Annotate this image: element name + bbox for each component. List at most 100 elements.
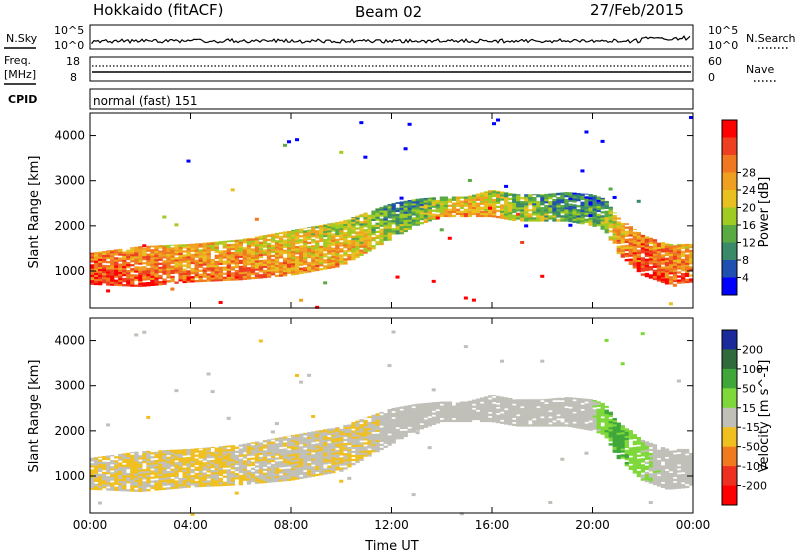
echo-cell: [620, 229, 625, 232]
echo-cell: [395, 230, 400, 233]
echo-cell: [94, 278, 99, 282]
colorbar-segment: [722, 172, 737, 191]
echo-cell: [299, 253, 304, 256]
echo-cell: [198, 255, 203, 258]
echo-cell: [475, 208, 481, 212]
echo-cell: [656, 279, 662, 282]
echo-cell: [250, 475, 256, 479]
echo-cell: [620, 436, 625, 439]
echo-cell: [162, 473, 167, 476]
echo-cell: [560, 406, 565, 409]
echo-cell: [202, 478, 207, 481]
echo-cell: [552, 217, 557, 220]
echo-cell: [282, 265, 288, 269]
echo-cell: [186, 471, 191, 474]
echo-cell: [339, 260, 344, 263]
echo-cell: [596, 404, 601, 407]
echo-cell: [564, 416, 569, 419]
echo-cell: [680, 480, 686, 483]
echo-cell: [278, 437, 284, 440]
echo-cell: [524, 424, 529, 427]
echo-cell: [403, 410, 408, 413]
echo-cell: [246, 443, 252, 446]
echo-cell: [303, 252, 308, 255]
echo-cell: [166, 249, 171, 253]
echo-cell: [343, 258, 348, 261]
echo-cell: [351, 217, 356, 218]
echo-cell: [246, 240, 252, 244]
echo-cell: [580, 406, 585, 410]
echo-cell: [564, 399, 569, 403]
echo-cell: [162, 248, 167, 251]
echo-cell: [596, 416, 601, 420]
echo-cell: [214, 459, 219, 463]
echo-cell: [600, 201, 605, 204]
echo-cell: [323, 462, 328, 465]
echo-cell: [644, 240, 650, 243]
echo-cell: [616, 450, 621, 454]
echo-cell: [688, 249, 694, 253]
echo-cell: [246, 263, 252, 266]
echo-cell: [367, 216, 372, 220]
echo-cell: [102, 279, 107, 282]
echo-cell: [118, 466, 123, 469]
echo-cell: [672, 273, 678, 277]
echo-cell: [676, 249, 682, 252]
echo-cell: [351, 217, 356, 220]
echo-cell: [331, 468, 336, 472]
echo-cell: [660, 467, 666, 470]
echo-cell: [668, 468, 674, 472]
echo-cell: [516, 205, 521, 208]
echo-cell: [636, 446, 642, 449]
echo-cell: [98, 282, 103, 286]
echo-cell: [315, 439, 320, 442]
echo-cell: [174, 244, 179, 246]
echo-cell: [471, 212, 477, 216]
echo-cell: [278, 262, 284, 265]
echo-cell: [475, 398, 481, 400]
echo-cell: [295, 436, 300, 440]
echo-cell: [146, 284, 151, 287]
echo-cell: [508, 412, 513, 416]
echo-cell: [303, 234, 308, 237]
echo-cell: [616, 221, 621, 224]
echo-cell: [572, 403, 577, 406]
echo-cell: [532, 194, 537, 196]
echo-cell: [122, 464, 127, 467]
echo-cell: [315, 252, 320, 255]
echo-cell: [102, 272, 107, 276]
scatter-cell: [299, 298, 304, 302]
echo-cell: [600, 412, 605, 415]
echo-cell: [94, 252, 99, 255]
echo-cell: [150, 265, 155, 268]
echo-cell: [395, 225, 400, 229]
echo-cell: [351, 257, 356, 261]
echo-cell: [560, 408, 565, 411]
echo-cell: [640, 269, 646, 272]
echo-cell: [134, 475, 139, 478]
colorbar-segment: [722, 330, 737, 350]
echo-cell: [282, 261, 288, 265]
echo-cell: [475, 413, 481, 417]
echo-cell: [158, 254, 163, 257]
echo-cell: [327, 246, 332, 249]
echo-cell: [186, 459, 191, 462]
echo-cell: [270, 453, 276, 457]
echo-cell: [270, 463, 276, 467]
echo-cell: [307, 229, 312, 232]
echo-cell: [628, 240, 633, 243]
echo-cell: [508, 201, 513, 205]
echo-cell: [170, 462, 175, 465]
echo-cell: [664, 263, 670, 267]
echo-cell: [596, 418, 601, 422]
echo-cell: [266, 468, 272, 471]
echo-cell: [323, 456, 328, 459]
echo-cell: [210, 263, 215, 266]
echo-cell: [652, 448, 658, 451]
echo-cell: [644, 268, 650, 272]
echo-cell: [295, 467, 300, 470]
echo-cell: [242, 448, 248, 451]
echo-cell: [154, 263, 159, 266]
echo-cell: [347, 438, 352, 442]
echo-cell: [238, 478, 244, 482]
